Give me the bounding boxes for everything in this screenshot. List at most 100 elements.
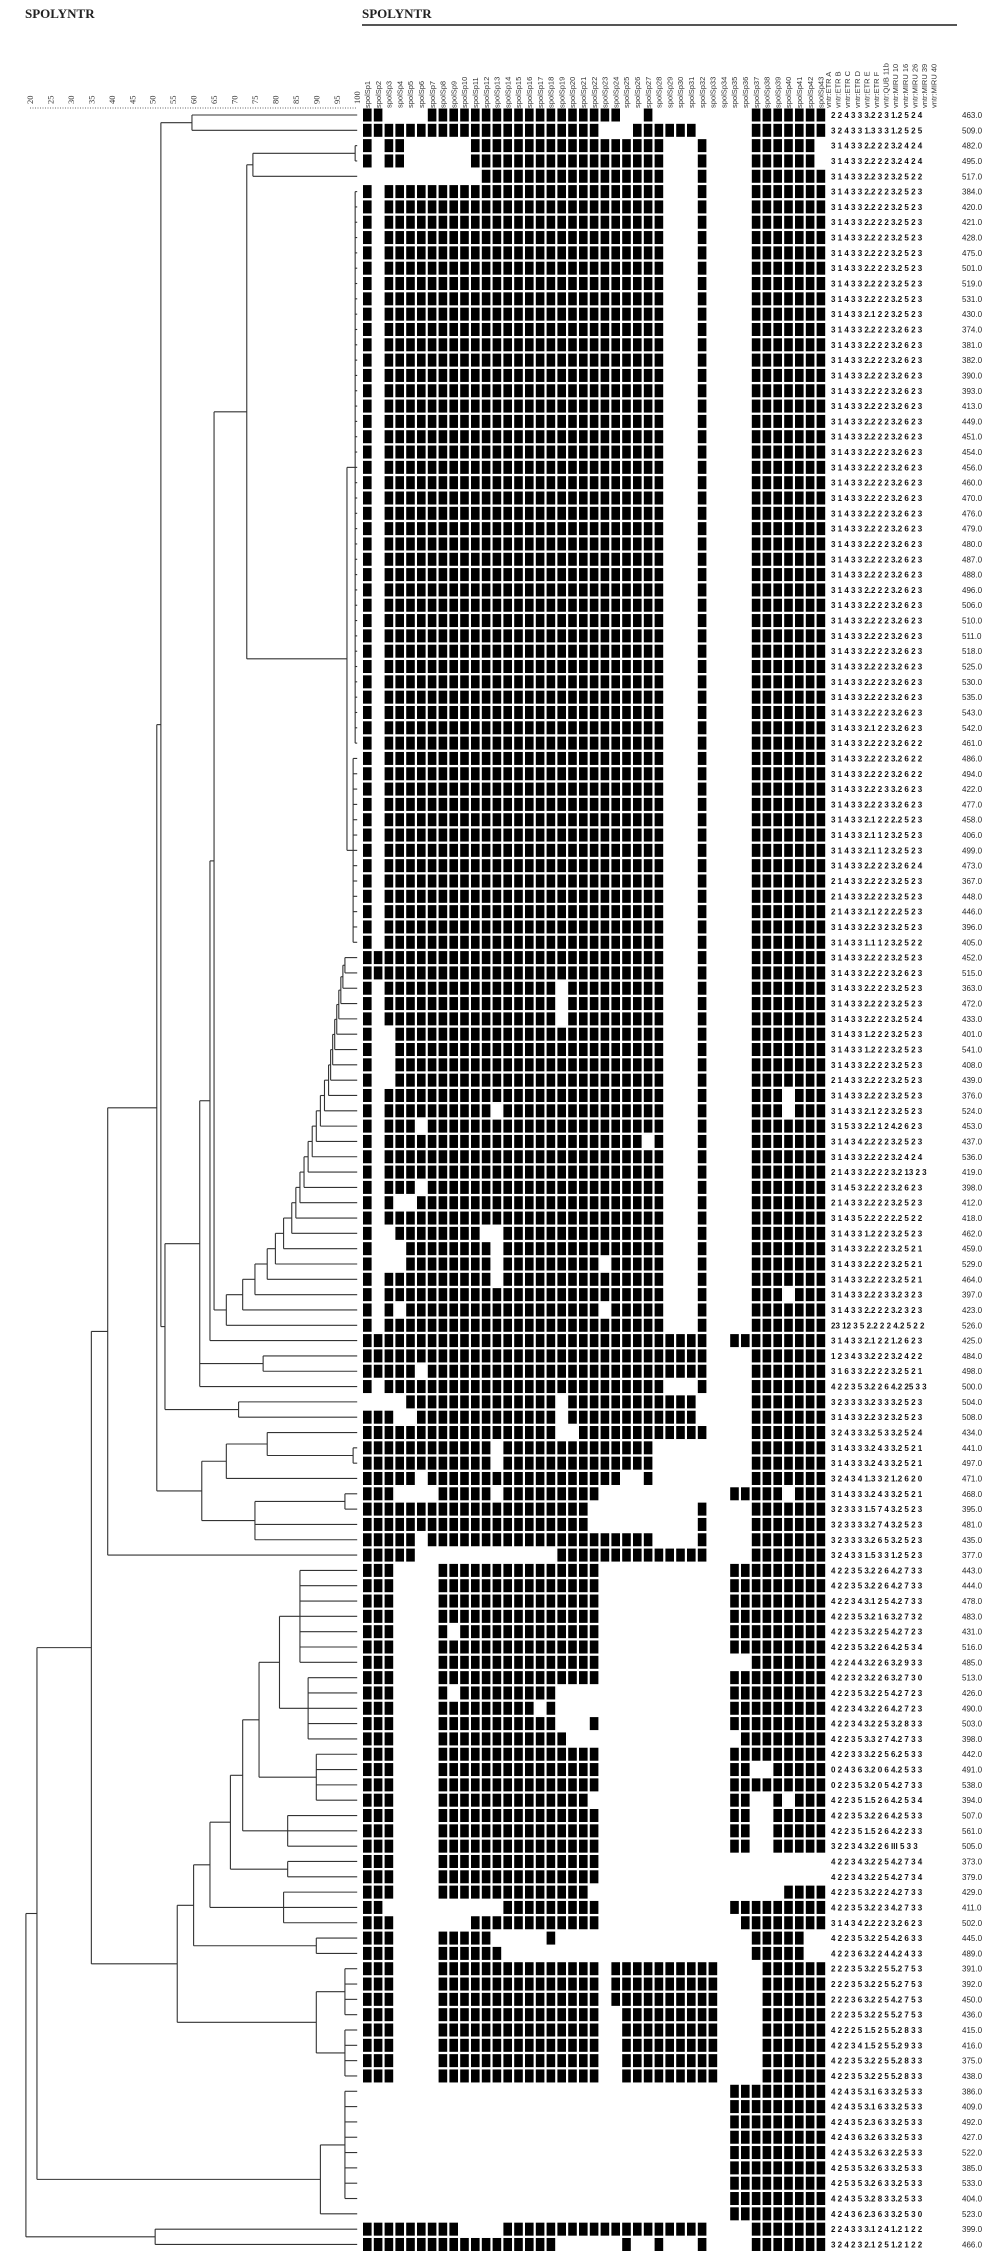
spacer-present-cell [503,1349,512,1363]
spacer-present-cell [438,1134,448,1148]
spacer-present-cell [471,1946,480,1960]
spacer-present-cell [633,736,642,750]
spacer-present-cell [805,1426,815,1440]
spacer-present-cell [460,583,469,597]
strain-id: 454.0 [962,448,983,457]
spacer-present-cell [751,767,761,781]
spacer-present-cell [795,1686,804,1700]
spacer-present-cell [427,552,437,566]
spacer-present-cell [406,705,415,719]
vntr-header: vntr:MIRU 39 [920,64,929,108]
spacer-present-cell [751,1288,761,1302]
spacer-present-cell [471,583,480,597]
spacer-present-cell [492,1579,502,1593]
spacer-present-cell [546,1134,556,1148]
vntr-header: vntr:ETR A [824,72,833,108]
spacer-present-cell [568,1242,577,1256]
spacer-present-cell [438,430,448,444]
strain-id: 516.0 [962,1643,983,1652]
spacer-present-cell [449,1088,458,1102]
spacer-present-cell [427,368,437,382]
spacer-present-cell [805,660,815,674]
strain-id: 385.0 [962,2164,983,2173]
spacer-present-cell [525,1012,534,1026]
spacer-present-cell [373,1548,383,1562]
strain-id: 445.0 [962,1934,983,1943]
spacer-present-cell [460,231,469,245]
spacer-present-cell [427,1502,437,1516]
spacer-present-cell [514,1211,523,1225]
spacer-present-cell [471,1671,480,1685]
spacer-present-cell [525,430,534,444]
spacer-present-cell [503,2008,512,2022]
strain-id: 436.0 [962,2011,983,2020]
spacer-present-cell [417,767,426,781]
spacer-present-cell [654,1426,664,1440]
spacer-present-cell [481,1962,491,1976]
spacer-present-cell [795,1640,804,1654]
spacer-present-cell [460,246,469,260]
spacer-present-cell [503,1671,512,1685]
spacer-present-cell [773,1242,782,1256]
spacer-present-cell [654,430,664,444]
spacer-header: spolSp35 [730,77,739,108]
spacer-present-cell [611,552,620,566]
spacer-present-cell [546,1854,556,1868]
spacer-present-cell [589,1150,599,1164]
spacer-present-cell [654,1548,664,1562]
spacer-present-cell [525,797,534,811]
spacer-present-cell [535,1043,545,1057]
vntr-profile: 4 2 2 3 5 3.2 2 5 4.2 7 2 3 [831,1689,923,1698]
spacer-present-cell [525,2222,534,2236]
spacer-present-cell [795,1318,804,1332]
spacer-present-cell [417,1073,426,1087]
spacer-present-cell [384,1364,394,1378]
column-headers: spolSp1 spolSp2 spolSp3 spolSp4 spolSp5 spolS… [363,63,939,108]
spacer-present-cell [481,721,491,735]
spacer-present-cell [762,966,772,980]
spacer-present-cell [568,1487,577,1501]
spacer-present-cell [654,705,664,719]
spacer-present-cell [535,1349,545,1363]
spacer-present-cell [492,1426,502,1440]
spacer-present-cell [557,2038,566,2052]
spacer-header: spolSp34 [719,77,728,108]
spacer-present-cell [546,1900,556,1914]
spacer-present-cell [611,200,620,214]
spacer-present-cell [363,981,372,995]
spacer-present-cell [546,1211,556,1225]
spacer-present-cell [438,797,448,811]
spacer-present-cell [773,414,782,428]
spacer-present-cell [730,2207,739,2221]
spacer-present-cell [427,859,437,873]
spacer-present-cell [633,920,642,934]
spacer-present-cell [546,1609,556,1623]
spacer-present-cell [546,1334,556,1348]
spacer-present-cell [460,307,469,321]
spacer-header: spolSp24 [611,77,620,108]
spacer-present-cell [751,246,761,260]
spacer-present-cell [654,522,664,536]
spacer-present-cell [622,675,631,689]
vntr-profile: 3 1 4 3 3 2.2 2 2 3.2 5 2 3 [831,203,923,212]
spacer-present-cell [795,1793,804,1807]
spacer-present-cell [557,690,566,704]
spacer-present-cell [492,2054,502,2068]
spacer-present-cell [395,675,404,689]
spacer-present-cell [514,1671,523,1685]
spacer-present-cell [805,139,815,153]
spacer-present-cell [568,843,577,857]
spacer-present-cell [438,813,448,827]
spacer-present-cell [643,981,653,995]
spacer-present-cell [805,430,815,444]
spacer-present-cell [535,1824,545,1838]
spacer-present-cell [525,1288,534,1302]
spacer-present-cell [816,1900,826,1914]
spacer-present-cell [438,1058,448,1072]
spacer-present-cell [525,2008,534,2022]
spacer-present-cell [514,1533,523,1547]
spacer-present-cell [384,1839,394,1853]
spacer-present-cell [805,537,815,551]
spacer-present-cell [471,1916,480,1930]
spacer-present-cell [622,154,631,168]
